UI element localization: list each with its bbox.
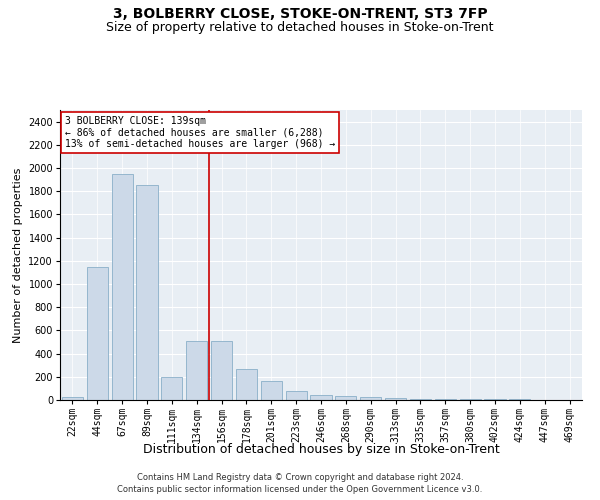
Bar [335, 396, 356, 400]
Bar [87, 266, 108, 400]
Bar [385, 398, 406, 400]
Bar [410, 399, 431, 400]
Bar [62, 397, 83, 400]
Text: Distribution of detached houses by size in Stoke-on-Trent: Distribution of detached houses by size … [143, 442, 499, 456]
Bar [161, 377, 182, 400]
Y-axis label: Number of detached properties: Number of detached properties [13, 168, 23, 342]
Text: 3, BOLBERRY CLOSE, STOKE-ON-TRENT, ST3 7FP: 3, BOLBERRY CLOSE, STOKE-ON-TRENT, ST3 7… [113, 8, 487, 22]
Bar [136, 186, 158, 400]
Text: Contains HM Land Registry data © Crown copyright and database right 2024.: Contains HM Land Registry data © Crown c… [137, 472, 463, 482]
Text: Size of property relative to detached houses in Stoke-on-Trent: Size of property relative to detached ho… [106, 21, 494, 34]
Bar [236, 370, 257, 400]
Bar [310, 396, 332, 400]
Bar [261, 382, 282, 400]
Bar [360, 396, 381, 400]
Bar [435, 399, 456, 400]
Bar [211, 341, 232, 400]
Bar [186, 341, 207, 400]
Text: Contains public sector information licensed under the Open Government Licence v3: Contains public sector information licen… [118, 485, 482, 494]
Bar [112, 174, 133, 400]
Bar [286, 392, 307, 400]
Text: 3 BOLBERRY CLOSE: 139sqm
← 86% of detached houses are smaller (6,288)
13% of sem: 3 BOLBERRY CLOSE: 139sqm ← 86% of detach… [65, 116, 335, 149]
